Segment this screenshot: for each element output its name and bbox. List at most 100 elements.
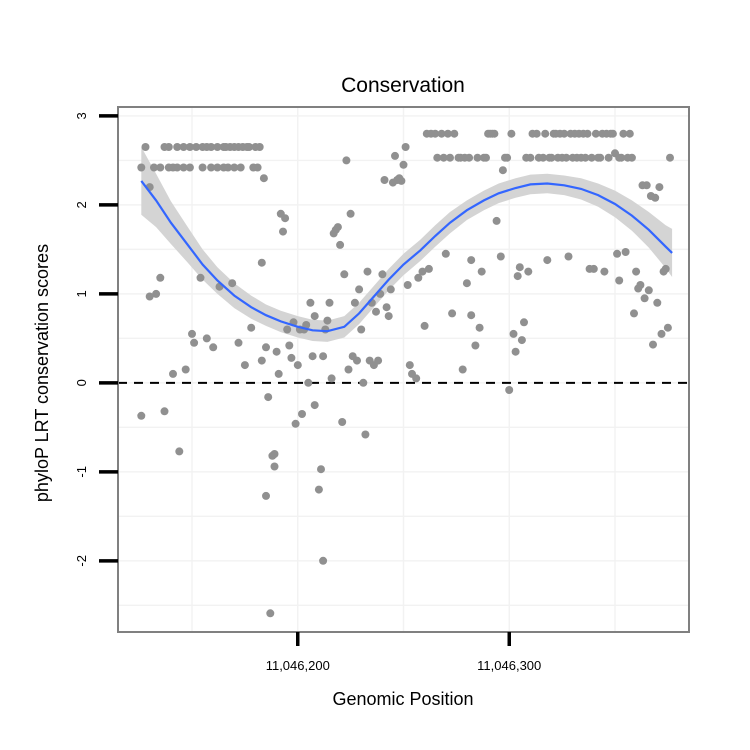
- data-point: [285, 341, 294, 350]
- data-point: [310, 312, 319, 321]
- x-tick-label: 11,046,300: [477, 658, 541, 673]
- data-point: [257, 258, 266, 267]
- data-point: [188, 329, 196, 338]
- data-point: [340, 270, 349, 279]
- data-point: [355, 285, 364, 294]
- data-point: [666, 153, 674, 162]
- data-point: [173, 143, 182, 151]
- data-point: [264, 393, 273, 402]
- data-point: [420, 321, 429, 330]
- data-point: [270, 450, 279, 458]
- data-point: [169, 369, 177, 378]
- data-point: [179, 143, 188, 151]
- data-point: [467, 311, 476, 320]
- data-point: [262, 343, 270, 352]
- y-tick-label: 1: [74, 290, 89, 297]
- data-point: [262, 491, 270, 500]
- data-point: [630, 309, 638, 318]
- data-point: [475, 323, 484, 332]
- data-point: [137, 411, 146, 420]
- data-point: [253, 163, 262, 172]
- data-point: [287, 353, 296, 362]
- data-point: [310, 401, 319, 410]
- data-point: [424, 264, 433, 273]
- data-point: [636, 281, 645, 289]
- data-point: [627, 153, 636, 162]
- data-point: [308, 352, 317, 361]
- data-point: [526, 153, 535, 162]
- data-point: [272, 347, 281, 356]
- data-point: [547, 153, 556, 162]
- data-point: [207, 163, 216, 172]
- data-point: [160, 407, 169, 416]
- chart-title: Conservation: [341, 74, 465, 97]
- data-point: [505, 386, 514, 394]
- data-point: [291, 419, 300, 428]
- data-point: [314, 485, 323, 494]
- data-point: [477, 267, 486, 276]
- data-point: [353, 356, 361, 365]
- data-point: [224, 163, 232, 172]
- data-point: [443, 129, 452, 138]
- data-point: [173, 163, 182, 172]
- data-point: [405, 361, 414, 370]
- data-point: [401, 143, 410, 151]
- data-point: [319, 352, 328, 361]
- data-point: [255, 143, 264, 151]
- data-point: [418, 267, 427, 276]
- data-point: [327, 374, 336, 383]
- data-point: [433, 153, 442, 162]
- data-point: [520, 318, 528, 327]
- data-point: [517, 336, 526, 345]
- data-point: [230, 163, 239, 172]
- y-axis-title: phyloP LRT conservation scores: [32, 244, 52, 502]
- data-point: [274, 369, 283, 378]
- smooth-trend-line: [140, 180, 673, 333]
- y-tick-label: 2: [74, 201, 89, 208]
- data-point: [247, 323, 256, 332]
- data-point: [245, 143, 254, 151]
- data-point: [302, 321, 311, 329]
- data-point: [270, 462, 279, 471]
- data-point: [336, 240, 345, 249]
- data-point: [304, 378, 313, 387]
- data-point: [259, 174, 268, 183]
- data-point: [412, 374, 421, 383]
- data-point: [589, 264, 598, 273]
- data-point: [564, 252, 573, 261]
- data-point: [625, 129, 634, 138]
- data-point: [236, 163, 245, 172]
- data-point: [532, 129, 541, 138]
- data-point: [446, 153, 454, 162]
- data-point: [150, 163, 158, 172]
- data-point: [156, 273, 165, 282]
- data-point: [357, 325, 366, 334]
- data-point: [513, 272, 522, 281]
- data-point: [397, 176, 406, 185]
- data-point: [207, 143, 216, 151]
- data-point: [503, 153, 512, 162]
- data-point: [403, 281, 412, 289]
- x-axis-title: Genomic Position: [332, 689, 473, 709]
- data-point: [539, 153, 548, 162]
- data-point: [323, 316, 332, 325]
- y-tick-label: -1: [74, 466, 89, 478]
- data-point: [467, 256, 476, 265]
- data-point: [266, 609, 275, 618]
- data-point: [164, 143, 173, 151]
- data-point: [515, 263, 524, 272]
- data-point: [196, 273, 205, 282]
- data-point: [346, 209, 355, 218]
- data-point: [378, 270, 387, 279]
- data-point: [198, 163, 207, 172]
- data-point: [450, 129, 459, 138]
- x-tick-label: 11,046,200: [266, 658, 330, 673]
- data-point: [663, 323, 672, 332]
- data-point: [359, 378, 368, 387]
- data-point: [228, 279, 237, 288]
- data-point: [653, 298, 662, 307]
- data-point: [642, 181, 651, 190]
- data-point: [399, 160, 408, 169]
- data-point: [562, 153, 571, 162]
- data-point: [439, 153, 448, 162]
